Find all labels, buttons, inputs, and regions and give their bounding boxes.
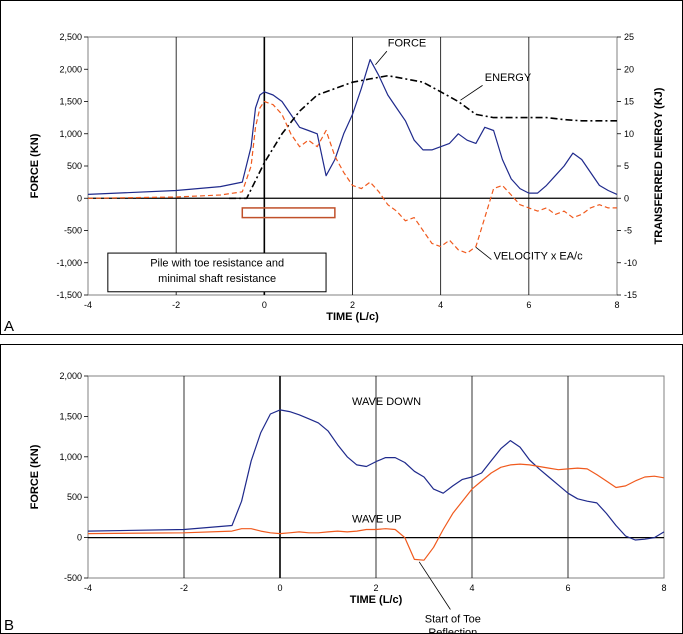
y2-tick-label: 10 [624, 129, 634, 139]
y-tick-label: 1,000 [59, 452, 82, 462]
y-tick-label: -1,000 [56, 258, 82, 268]
annotation-label: FORCE [388, 38, 427, 50]
annotation-label: ENERGY [485, 72, 532, 84]
annotation-label: Start of Toe [425, 613, 481, 625]
series-line-wave-up [87, 463, 665, 561]
y-tick-label: -500 [64, 226, 82, 236]
y-axis-label: FORCE (KN) [29, 133, 41, 198]
x-tick-label: 2 [350, 300, 355, 310]
y-tick-label: 0 [77, 533, 82, 543]
y-tick-label: 500 [67, 492, 82, 502]
y2-tick-label: -5 [624, 226, 632, 236]
y-tick-label: 1,000 [59, 129, 82, 139]
x-tick-label: -4 [84, 300, 92, 310]
y2-tick-label: 0 [624, 193, 629, 203]
annotation-label: minimal shaft resistance [158, 273, 276, 285]
y-tick-label: 2,500 [59, 32, 82, 42]
annotation-arrow [460, 85, 483, 101]
y-tick-label: 2,000 [59, 64, 82, 74]
panel-letter: A [4, 318, 14, 335]
x-tick-label: 6 [526, 300, 531, 310]
panel-letter: B [4, 617, 14, 634]
x-tick-label: -2 [180, 583, 188, 593]
x-tick-label: 8 [661, 583, 666, 593]
x-tick-label: 0 [262, 300, 267, 310]
x-tick-label: 4 [469, 583, 474, 593]
y2-tick-label: -15 [624, 290, 637, 300]
annotation-label: Pile with toe resistance and [150, 258, 284, 270]
annotation-arrow [475, 246, 492, 260]
y-tick-label: 0 [77, 193, 82, 203]
annotation-label: WAVE UP [352, 514, 402, 526]
y-tick-label: -500 [64, 573, 82, 583]
x-tick-label: 4 [438, 300, 443, 310]
y2-tick-label: 15 [624, 97, 634, 107]
annotation-label: WAVE DOWN [352, 396, 421, 408]
annotation-label: VELOCITY x EA/c [494, 251, 584, 263]
hammer-interval-rect [241, 207, 336, 219]
x-tick-label: -2 [172, 300, 180, 310]
y2-axis-label: TRANSFERRED ENERGY (KJ) [653, 87, 665, 244]
x-tick-label: 6 [565, 583, 570, 593]
x-tick-label: -4 [84, 583, 92, 593]
x-tick-label: 8 [614, 300, 619, 310]
series-line-force [87, 59, 618, 195]
y-tick-label: -1,500 [56, 290, 82, 300]
x-tick-label: 2 [373, 583, 378, 593]
series-line-wave-down [87, 409, 665, 541]
x-tick-label: 0 [277, 583, 282, 593]
y-tick-label: 1,500 [59, 411, 82, 421]
x-axis-label: TIME (L/c) [350, 594, 403, 606]
note-box [107, 252, 327, 293]
x-axis-label: TIME (L/c) [326, 311, 379, 323]
y-tick-label: 2,000 [59, 371, 82, 381]
y-axis-label: FORCE (KN) [29, 444, 41, 509]
annotation-label: Reflection [428, 627, 477, 634]
y-tick-label: 1,500 [59, 97, 82, 107]
series-line-velocity-x-ea-c [87, 100, 617, 254]
series-line-energy [229, 74, 617, 200]
panel-b-frame [0, 344, 683, 634]
y2-tick-label: 25 [624, 32, 634, 42]
y2-tick-label: 20 [624, 64, 634, 74]
annotation-arrow [375, 50, 388, 65]
y-tick-label: 500 [67, 161, 82, 171]
annotation-arrow [418, 561, 451, 610]
y2-tick-label: 5 [624, 161, 629, 171]
y2-tick-label: -10 [624, 258, 637, 268]
